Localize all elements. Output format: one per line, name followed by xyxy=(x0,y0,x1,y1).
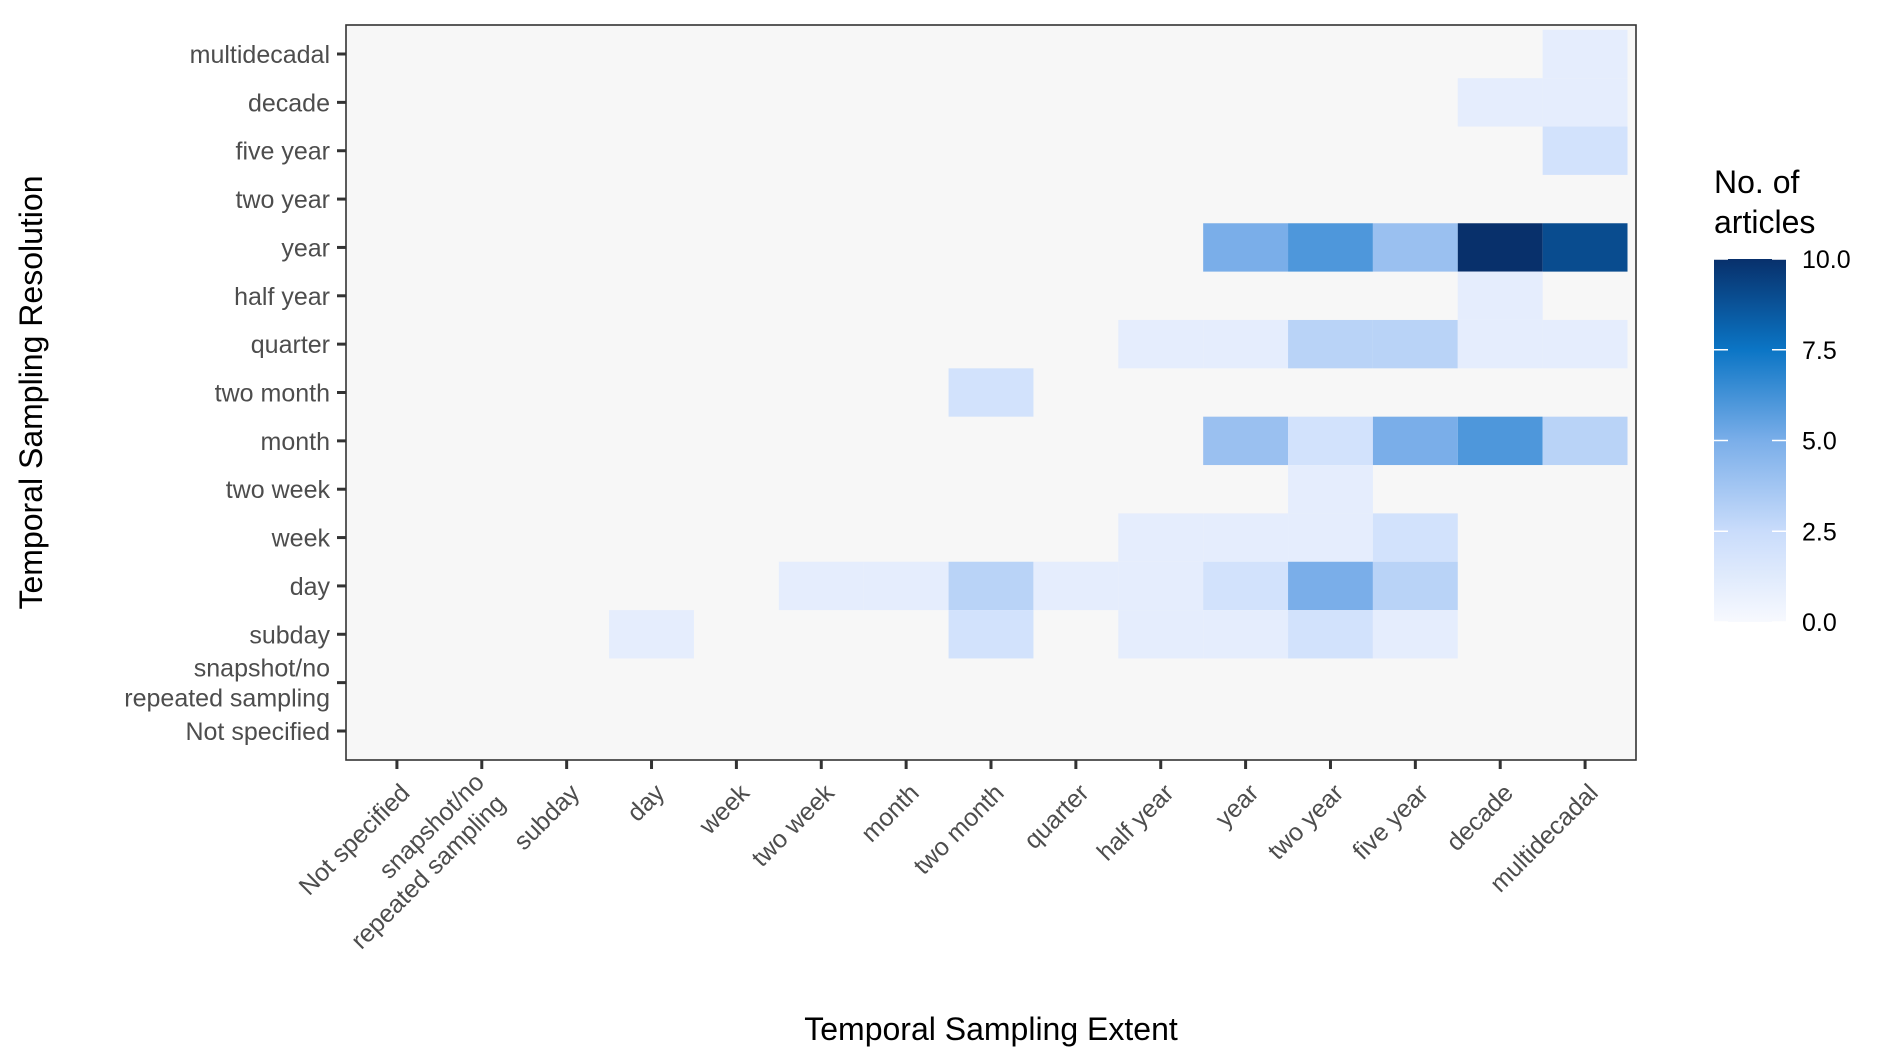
heatmap-cell xyxy=(1372,610,1458,659)
heatmap-cell xyxy=(1203,223,1289,272)
heatmap-cell xyxy=(1372,223,1458,272)
heatmap-cell xyxy=(1542,223,1628,272)
y-tick-label: week xyxy=(271,525,331,553)
legend-tick-label: 0.0 xyxy=(1802,609,1837,637)
heatmap-cell xyxy=(1372,513,1458,562)
heatmap-cell xyxy=(1542,319,1628,369)
x-tick-label: day xyxy=(622,778,671,827)
x-tick-label: two year xyxy=(1262,779,1349,866)
x-tick-label: half year xyxy=(1092,779,1180,867)
y-tick-label: year xyxy=(281,234,330,262)
heatmap-cell xyxy=(1203,561,1289,611)
y-tick-label: two week xyxy=(226,476,331,504)
heatmap-cell xyxy=(1457,319,1543,369)
heatmap-cell xyxy=(1288,465,1373,514)
legend-tick-label: 5.0 xyxy=(1802,428,1837,456)
heatmap-cell xyxy=(1457,78,1543,127)
x-axis-title: Temporal Sampling Extent xyxy=(804,1011,1178,1047)
heatmap-cell xyxy=(948,368,1034,417)
y-tick-label: decade xyxy=(248,89,330,117)
x-tick-label: five year xyxy=(1347,779,1434,866)
heatmap-cell xyxy=(1372,561,1458,611)
heatmap-cell xyxy=(948,610,1034,659)
y-tick-label: day xyxy=(290,573,331,601)
heatmap-cells xyxy=(609,29,1628,659)
heatmap-cell xyxy=(778,561,864,611)
heatmap-cell xyxy=(1542,29,1628,79)
x-tick-label: year xyxy=(1210,779,1264,833)
heatmap-cell xyxy=(1457,223,1543,272)
x-tick-label: two week xyxy=(746,778,840,872)
y-tick-label: half year xyxy=(234,283,330,311)
heatmap-cell xyxy=(1118,610,1204,659)
heatmap-cell xyxy=(1542,416,1628,466)
heatmap-cell xyxy=(1118,319,1204,369)
heatmap-cell xyxy=(1288,610,1373,659)
heatmap-cell xyxy=(1203,513,1289,562)
heatmap-cell xyxy=(609,610,694,659)
legend-title: No. of articles xyxy=(1714,164,1815,240)
x-tick-label: two month xyxy=(908,779,1009,880)
y-axis: Not specified snapshot/no repeated samplin… xyxy=(124,41,346,746)
heatmap-cell xyxy=(1542,78,1628,127)
y-tick-label: month xyxy=(261,428,330,456)
x-tick-label: month xyxy=(856,779,925,848)
heatmap-cell xyxy=(948,561,1034,611)
heatmap-cell xyxy=(1288,416,1373,466)
heatmap-cell xyxy=(863,561,949,611)
legend-tick-label: 2.5 xyxy=(1802,518,1837,546)
heatmap-cell xyxy=(1288,561,1373,611)
heatmap-cell xyxy=(1288,223,1373,272)
y-tick-label: two month xyxy=(215,380,330,408)
heatmap-cell xyxy=(1542,126,1628,175)
heatmap-cell xyxy=(1118,561,1204,611)
heatmap-cell xyxy=(1457,416,1543,466)
heatmap-cell xyxy=(1203,416,1289,466)
heatmap-cell xyxy=(1372,416,1458,466)
heatmap-cell xyxy=(1033,561,1119,611)
heatmap-cell xyxy=(1372,319,1458,369)
y-tick-label: quarter xyxy=(251,331,330,359)
y-tick-label: five year xyxy=(236,138,330,166)
x-tick-label: week xyxy=(693,778,755,840)
y-axis-title: Temporal Sampling Resolution xyxy=(13,176,49,610)
heatmap-cell xyxy=(1203,319,1289,369)
y-tick-label: multidecadal xyxy=(190,41,330,69)
heatmap-cell xyxy=(1288,319,1373,369)
y-tick-label: subday xyxy=(249,621,330,649)
heatmap-cell xyxy=(1457,271,1543,320)
heatmap-cell xyxy=(1203,610,1289,659)
y-tick-label: two year xyxy=(236,186,330,214)
x-tick-label: quarter xyxy=(1019,779,1095,855)
legend-tick-label: 7.5 xyxy=(1802,337,1837,365)
x-tick-label: subday xyxy=(508,778,585,855)
color-legend: No. of articles 0.0 2.5 5.0 7.5 10.0 xyxy=(1714,164,1851,637)
y-tick-label: snapshot/no repeated sampling xyxy=(124,655,330,713)
heatmap-cell xyxy=(1288,513,1373,562)
legend-tick-label: 10.0 xyxy=(1802,246,1851,274)
y-tick-label: Not specified xyxy=(185,718,330,746)
x-tick-label: decade xyxy=(1441,779,1519,857)
heatmap-cell xyxy=(1118,513,1204,562)
